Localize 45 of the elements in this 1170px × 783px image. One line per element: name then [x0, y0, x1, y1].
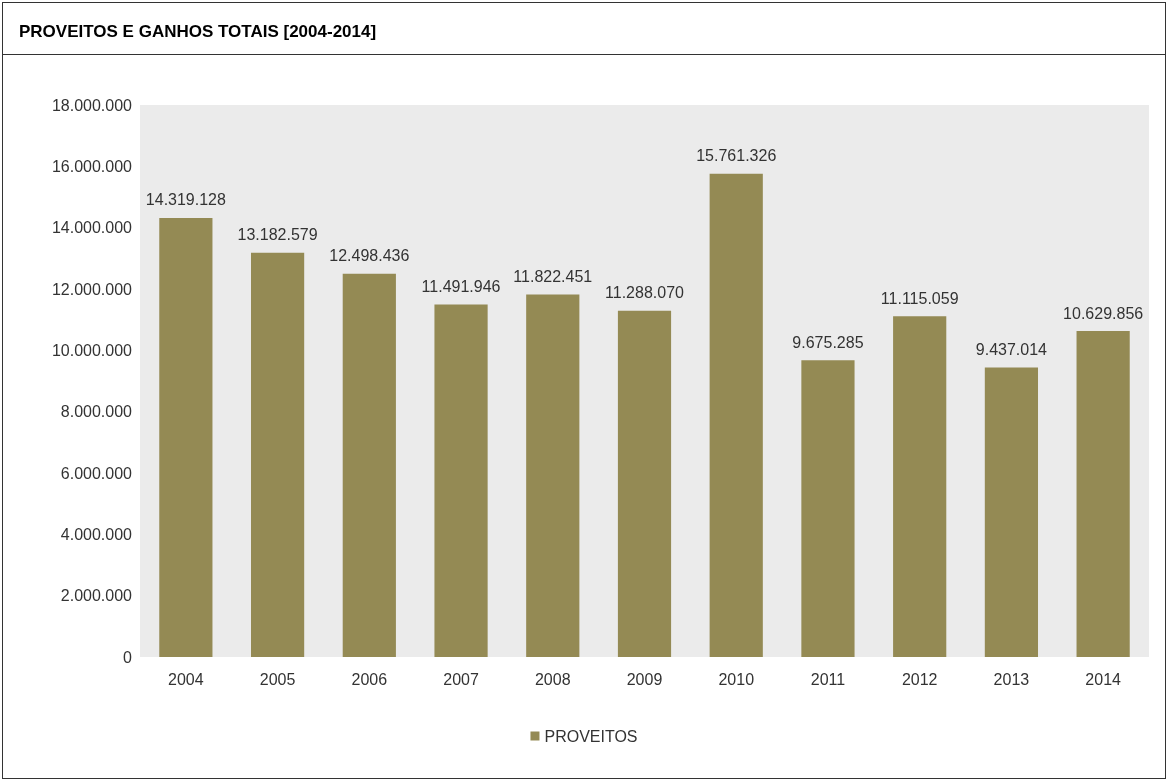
x-tick-label: 2010: [718, 670, 755, 688]
y-tick-label: 8.000.000: [60, 403, 133, 421]
y-tick-label: 0: [123, 648, 133, 666]
x-tick-label: 2011: [810, 670, 846, 688]
y-tick-label: 2.000.000: [60, 587, 133, 605]
x-tick-label: 2005: [259, 670, 296, 688]
data-label: 11.288.070: [605, 284, 685, 302]
x-tick-label: 2007: [443, 670, 479, 688]
y-tick-label: 6.000.000: [60, 464, 133, 482]
data-label: 14.319.128: [145, 191, 226, 209]
x-tick-label: 2009: [626, 670, 663, 688]
y-tick-label: 18.000.000: [51, 96, 133, 114]
x-tick-label: 2013: [993, 670, 1030, 688]
bar: [893, 316, 947, 657]
data-label: 15.761.326: [696, 147, 777, 165]
data-label: 10.629.856: [1063, 304, 1144, 322]
bar: [434, 304, 488, 657]
bar: [342, 273, 396, 657]
data-label: 11.822.451: [513, 267, 593, 285]
bar: [617, 310, 672, 657]
bar: [709, 173, 763, 657]
x-tick-label: 2006: [351, 670, 388, 688]
y-tick-label: 12.000.000: [51, 280, 133, 298]
x-tick-label: 2014: [1085, 670, 1122, 688]
x-tick-label: 2004: [168, 670, 204, 688]
chart-title: PROVEITOS E GANHOS TOTAIS [2004-2014]: [3, 3, 1165, 55]
data-label: 11.491.946: [421, 278, 501, 296]
y-tick-label: 4.000.000: [60, 525, 133, 543]
y-tick-label: 14.000.000: [51, 219, 133, 237]
bar: [250, 252, 305, 657]
bar: [801, 360, 855, 657]
data-label: 9.437.014: [975, 341, 1048, 359]
bar: [1076, 331, 1130, 657]
x-tick-label: 2012: [901, 670, 938, 688]
data-label: 12.498.436: [329, 247, 410, 265]
data-label: 9.675.285: [792, 333, 864, 351]
bar: [526, 294, 580, 657]
bar: [984, 367, 1039, 657]
y-tick-label: 16.000.000: [51, 157, 133, 175]
data-label: 13.182.579: [237, 226, 318, 244]
x-tick-label: 2008: [534, 670, 571, 688]
y-tick-label: 10.000.000: [51, 341, 133, 359]
bar: [159, 217, 213, 657]
data-label: 11.115.059: [880, 289, 959, 307]
legend-label: PROVEITOS: [544, 727, 638, 745]
